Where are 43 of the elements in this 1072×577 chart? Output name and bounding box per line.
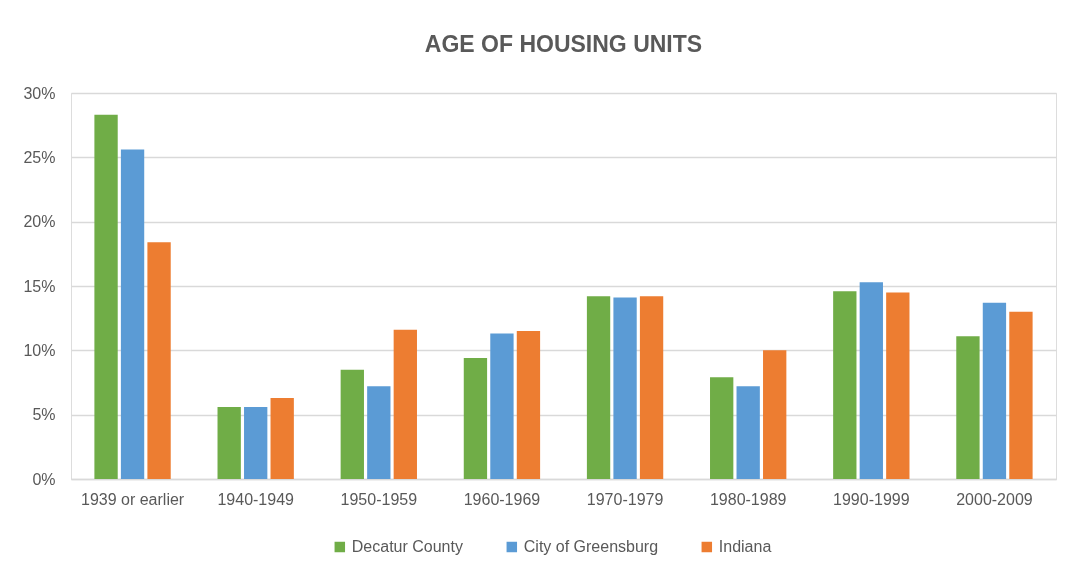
bar: [859, 282, 883, 479]
bar: [490, 333, 514, 479]
x-tick-label: 1939 or earlier: [80, 490, 185, 508]
x-tick-label: 1990-1999: [833, 490, 910, 508]
x-tick-label: 1940-1949: [217, 490, 295, 508]
legend-label: Indiana: [718, 538, 772, 555]
bar: [710, 377, 734, 479]
y-tick-label: 30%: [23, 84, 56, 102]
bar: [613, 297, 637, 479]
legend-label: Decatur County: [351, 538, 463, 555]
x-tick-label: 1950-1959: [340, 490, 418, 508]
y-tick-label: 20%: [23, 213, 56, 231]
bar: [736, 386, 760, 479]
bar: [1009, 311, 1033, 479]
bar: [393, 329, 417, 479]
y-tick-label: 25%: [23, 148, 56, 166]
y-tick-label: 10%: [23, 341, 56, 359]
bar: [340, 369, 364, 479]
y-tick-label: 15%: [23, 277, 56, 295]
y-tick-label: 5%: [32, 406, 56, 424]
bar: [956, 336, 980, 479]
bar: [463, 358, 488, 479]
y-tick-label: 0%: [32, 470, 56, 488]
x-tick-label: 2000-2009: [956, 490, 1033, 508]
x-tick-label: 1970-1979: [586, 490, 664, 508]
bar: [763, 350, 787, 479]
bar: [120, 149, 145, 479]
bar: [217, 406, 241, 479]
bar: [516, 331, 541, 479]
bar: [94, 114, 118, 479]
bar: [586, 296, 611, 479]
x-tick-label: 1960-1969: [463, 490, 541, 508]
x-tick-label: 1980-1989: [709, 490, 787, 508]
bar: [639, 296, 664, 479]
bar: [833, 291, 857, 479]
bar: [147, 242, 171, 479]
bar: [982, 302, 1007, 479]
legend-label: City of Greensburg: [523, 538, 659, 555]
bar: [367, 386, 391, 479]
chart-title: AGE OF HOUSING UNITS: [424, 31, 703, 57]
bar: [244, 406, 268, 479]
bar: [886, 292, 910, 479]
bar: [270, 397, 294, 479]
